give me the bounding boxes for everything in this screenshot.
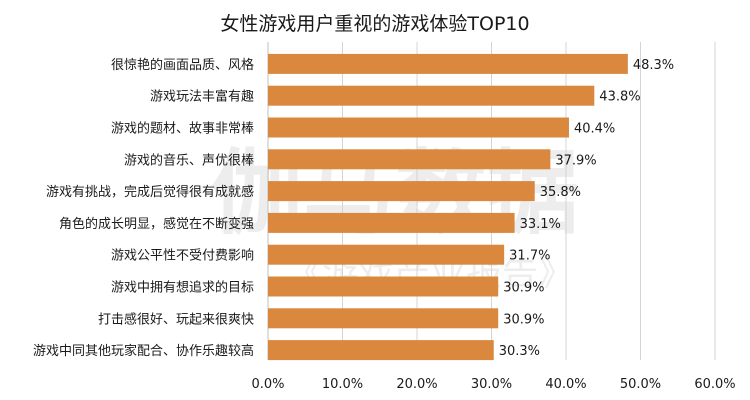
x-tick-label: 40.0% xyxy=(545,377,586,392)
category-label: 游戏有挑战，完成后觉得很有成就感 xyxy=(46,184,254,200)
category-label: 角色的成长明显，感觉在不断变强 xyxy=(59,216,254,232)
category-label: 游戏中拥有想追求的目标 xyxy=(111,280,254,296)
x-tick-label: 20.0% xyxy=(396,377,437,392)
bar xyxy=(268,276,499,297)
x-tick-label: 10.0% xyxy=(322,377,363,392)
bars xyxy=(268,53,628,361)
category-label: 游戏中同其他玩家配合、协作乐趣较高 xyxy=(33,343,254,359)
data-label: 31.7% xyxy=(509,249,550,264)
x-tick-label: 30.0% xyxy=(471,377,512,392)
category-label: 打击感很好、玩起来很爽快 xyxy=(98,311,254,327)
x-tick-label: 0.0% xyxy=(251,377,284,392)
x-tick-label: 60.0% xyxy=(694,377,735,392)
data-label: 48.3% xyxy=(633,58,674,73)
data-label: 43.8% xyxy=(599,90,640,105)
data-label: 33.1% xyxy=(520,217,561,232)
bar xyxy=(268,244,505,265)
category-label: 游戏玩法丰富有趣 xyxy=(150,89,254,105)
bar xyxy=(268,212,515,233)
category-label: 很惊艳的画面品质、风格 xyxy=(111,57,254,73)
data-label: 30.9% xyxy=(503,281,544,296)
bar xyxy=(268,149,551,170)
category-label: 游戏公平性不受付费影响 xyxy=(111,248,254,264)
x-tick-label: 50.0% xyxy=(620,377,661,392)
data-label: 37.9% xyxy=(555,153,596,168)
x-axis-ticks: 0.0% 10.0% 20.0% 30.0% 40.0% 50.0% 60.0% xyxy=(251,377,735,392)
bar xyxy=(268,308,499,329)
data-label: 40.4% xyxy=(574,122,615,137)
bar xyxy=(268,181,535,202)
data-label: 30.9% xyxy=(503,312,544,327)
category-labels: 很惊艳的画面品质、风格游戏玩法丰富有趣游戏的题材、故事非常棒游戏的音乐、声优很棒… xyxy=(33,57,254,359)
value-labels: 48.3% 43.8% 40.4% 37.9% 35.8% 33.1% 31.7% 30.9%… xyxy=(499,58,674,359)
bar xyxy=(268,117,569,138)
chart-title: 女性游戏用户重视的游戏体验TOP10 xyxy=(220,13,529,35)
data-label: 35.8% xyxy=(540,185,581,200)
bar xyxy=(268,340,494,361)
bar xyxy=(268,85,595,106)
category-label: 游戏的音乐、声优很棒 xyxy=(124,152,254,168)
category-label: 游戏的题材、故事非常棒 xyxy=(111,121,254,137)
data-label: 30.3% xyxy=(499,344,540,359)
bar xyxy=(268,53,628,74)
